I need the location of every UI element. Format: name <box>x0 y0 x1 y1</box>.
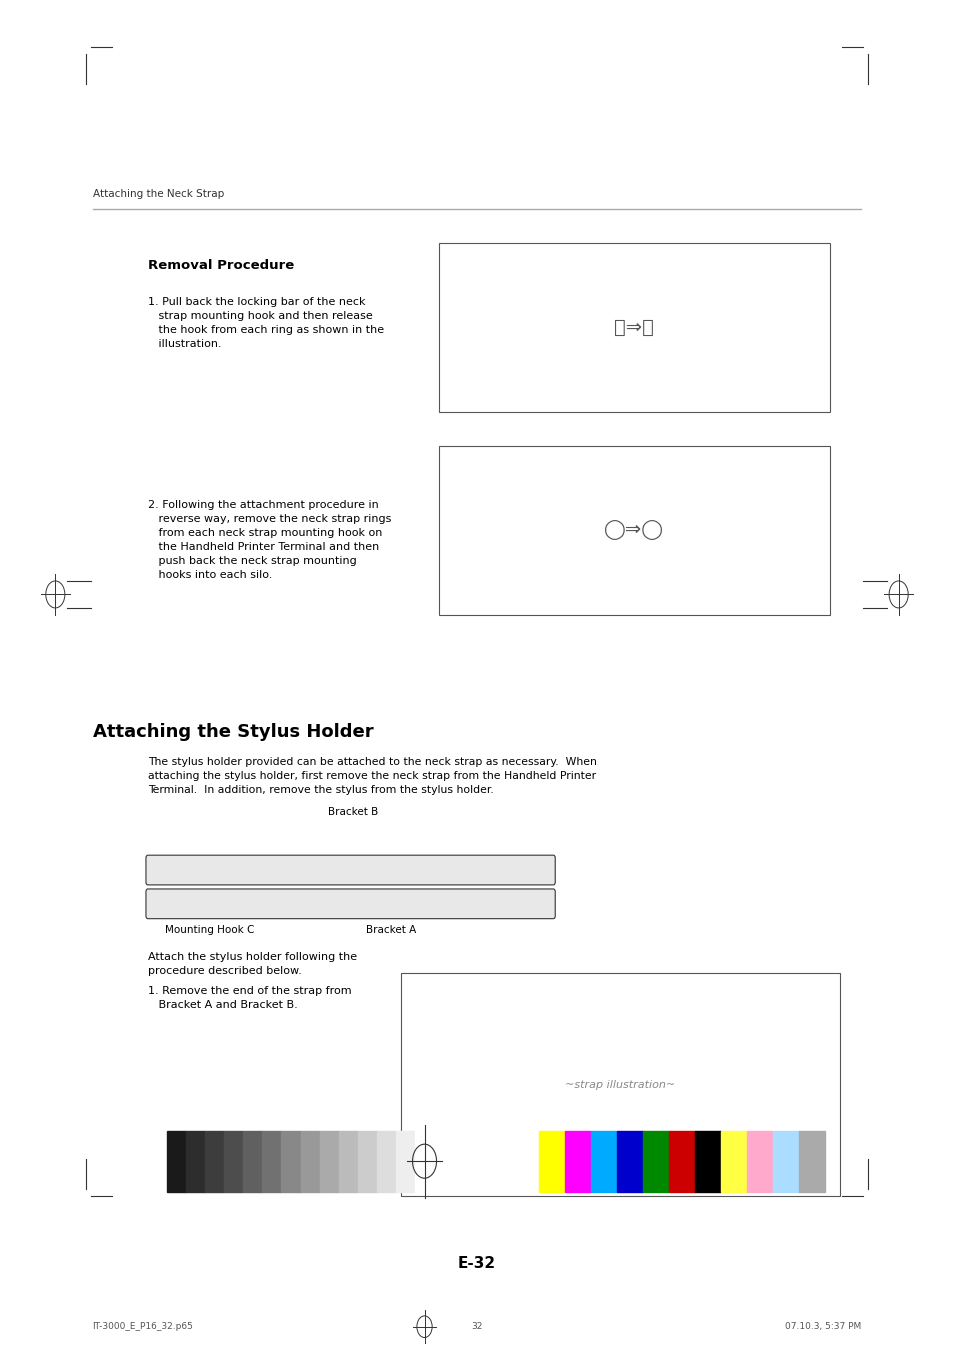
FancyBboxPatch shape <box>438 446 829 615</box>
Bar <box>538 1131 564 1192</box>
Bar <box>415 1131 434 1192</box>
Bar <box>205 1131 224 1192</box>
Text: IT-3000_E_P16_32.p65: IT-3000_E_P16_32.p65 <box>92 1323 193 1331</box>
Text: Removal Procedure: Removal Procedure <box>148 259 294 273</box>
Bar <box>262 1131 281 1192</box>
Bar <box>591 1131 617 1192</box>
Bar <box>799 1131 824 1192</box>
Bar <box>720 1131 746 1192</box>
FancyBboxPatch shape <box>438 243 829 412</box>
Text: Attaching the Stylus Holder: Attaching the Stylus Holder <box>92 723 373 740</box>
Bar <box>395 1131 415 1192</box>
Bar <box>642 1131 668 1192</box>
Bar <box>167 1131 186 1192</box>
Bar <box>376 1131 395 1192</box>
Bar <box>746 1131 772 1192</box>
Bar <box>281 1131 300 1192</box>
Text: Attaching the Neck Strap: Attaching the Neck Strap <box>92 189 224 199</box>
FancyBboxPatch shape <box>146 889 555 919</box>
Bar <box>224 1131 243 1192</box>
Bar <box>564 1131 591 1192</box>
Bar <box>357 1131 376 1192</box>
Text: E-32: E-32 <box>457 1255 496 1271</box>
Bar <box>772 1131 799 1192</box>
Bar <box>243 1131 262 1192</box>
Bar <box>300 1131 319 1192</box>
FancyBboxPatch shape <box>400 973 839 1196</box>
Text: 07.10.3, 5:37 PM: 07.10.3, 5:37 PM <box>784 1323 861 1331</box>
Text: 1. Pull back the locking bar of the neck
   strap mounting hook and then release: 1. Pull back the locking bar of the neck… <box>148 297 384 349</box>
Text: 32: 32 <box>471 1323 482 1331</box>
Bar <box>617 1131 642 1192</box>
Bar <box>338 1131 357 1192</box>
FancyBboxPatch shape <box>146 855 555 885</box>
Text: Bracket B: Bracket B <box>328 808 377 817</box>
Text: Mounting Hook C: Mounting Hook C <box>165 925 254 935</box>
Text: The stylus holder provided can be attached to the neck strap as necessary.  When: The stylus holder provided can be attach… <box>148 757 597 794</box>
Text: ◯⇒◯: ◯⇒◯ <box>603 520 664 539</box>
Bar <box>668 1131 695 1192</box>
Text: 〇⇒〇: 〇⇒〇 <box>614 317 654 336</box>
Text: ~strap illustration~: ~strap illustration~ <box>564 1079 675 1090</box>
Bar <box>319 1131 338 1192</box>
Bar <box>186 1131 205 1192</box>
Text: Bracket A: Bracket A <box>366 925 416 935</box>
Text: 1. Remove the end of the strap from
   Bracket A and Bracket B.: 1. Remove the end of the strap from Brac… <box>148 986 351 1011</box>
Text: Attach the stylus holder following the
procedure described below.: Attach the stylus holder following the p… <box>148 952 356 977</box>
Bar <box>695 1131 720 1192</box>
Text: 2. Following the attachment procedure in
   reverse way, remove the neck strap r: 2. Following the attachment procedure in… <box>148 500 391 580</box>
